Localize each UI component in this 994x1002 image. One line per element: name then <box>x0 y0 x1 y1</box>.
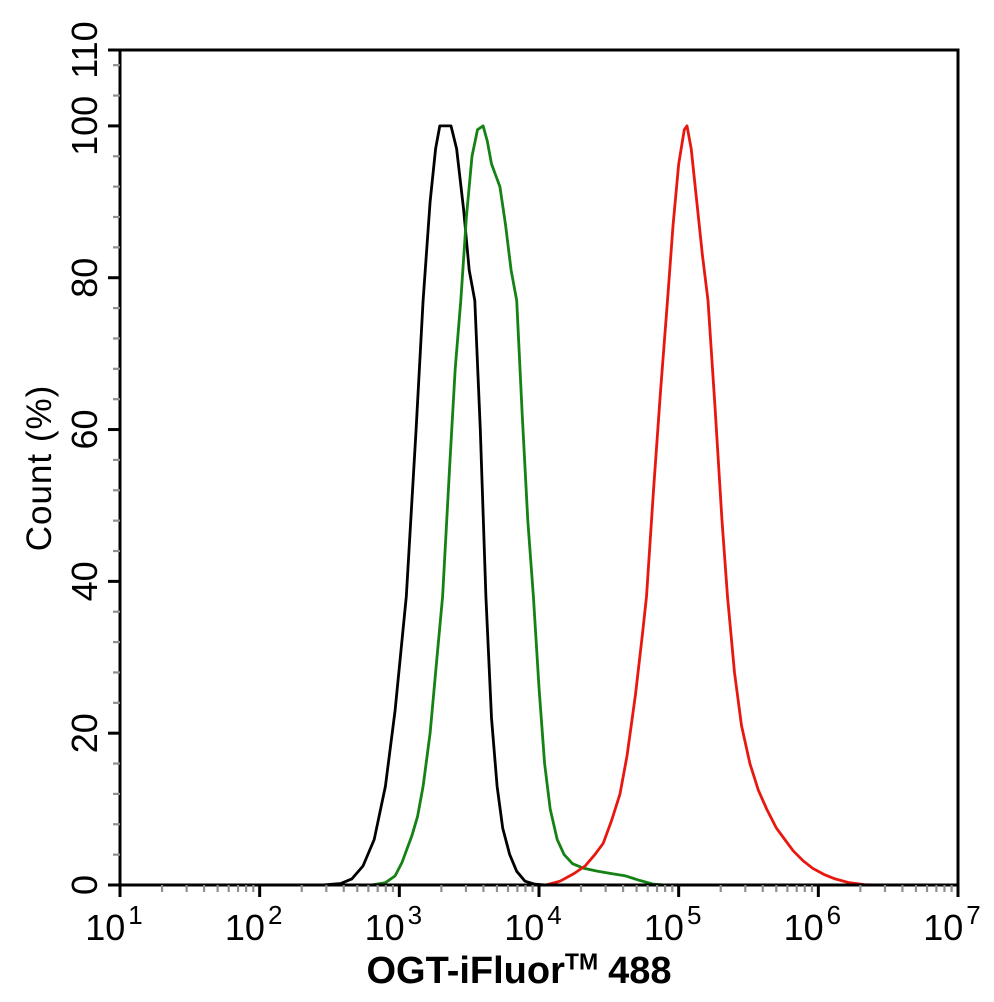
y-tick-label: 40 <box>64 561 105 601</box>
x-tick-label: 10 6 <box>784 900 842 948</box>
y-tick-label: 110 <box>64 21 105 78</box>
x-tick-label: 10 1 <box>85 900 143 948</box>
y-tick-label: 80 <box>64 258 105 298</box>
x-tick-label: 10 3 <box>365 900 423 948</box>
x-axis-title: OGT-iFluorTM 488 <box>219 950 819 996</box>
x-tick-label: 10 2 <box>225 900 283 948</box>
y-tick-label: 100 <box>64 96 105 156</box>
x-tick-label: 10 4 <box>504 900 562 948</box>
x-axis-title-tail: 488 <box>608 950 672 992</box>
curve-red <box>118 124 960 887</box>
y-tick-label: 20 <box>64 713 105 753</box>
trademark-superscript: TM <box>564 948 599 975</box>
y-tick-label: 60 <box>64 409 105 449</box>
x-axis-title-main: OGT-iFluor <box>366 950 565 992</box>
y-axis-title: Count (%) <box>20 384 59 552</box>
curve-black <box>118 124 960 887</box>
x-tick-label: 10 5 <box>644 900 702 948</box>
y-tick-label: 0 <box>64 875 105 895</box>
x-tick-label: 10 7 <box>923 900 981 948</box>
